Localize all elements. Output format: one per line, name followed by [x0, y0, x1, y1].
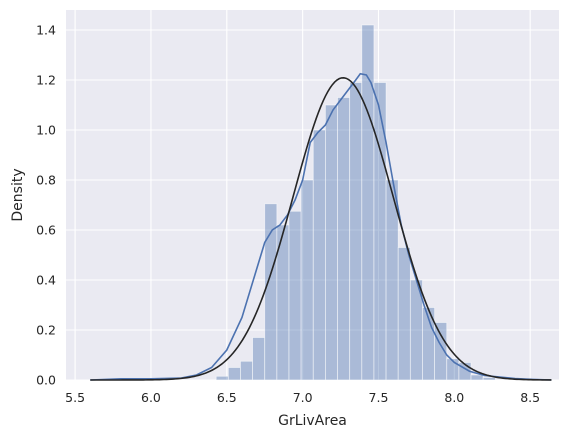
x-tick-label: 7.5 [369, 390, 389, 405]
y-tick-label: 1.4 [36, 23, 56, 38]
y-tick-label: 0.4 [36, 273, 56, 288]
histogram-bar [337, 97, 351, 381]
histogram-bar [470, 374, 484, 381]
y-tick-label: 1.2 [36, 73, 56, 88]
kde-curve [90, 72, 552, 381]
histogram-bar [312, 129, 326, 381]
x-tick-label: 8.0 [444, 390, 464, 405]
plot-background [66, 10, 559, 380]
histogram-bar [264, 203, 278, 381]
histogram-bar [288, 210, 302, 381]
histogram-bar [300, 179, 314, 381]
x-tick-labels: 5.5 6.0 6.5 7.0 7.5 8.0 8.5 [65, 390, 540, 405]
histogram-bar [349, 82, 363, 381]
histogram-bar [434, 322, 448, 381]
y-tick-label: 0.6 [36, 223, 56, 238]
histogram-bar [373, 82, 387, 381]
x-tick-label: 7.0 [293, 390, 313, 405]
x-tick-label: 8.5 [520, 390, 540, 405]
histogram-bar [240, 360, 253, 381]
histogram-bars [215, 24, 496, 381]
histogram-bar [215, 375, 229, 381]
y-tick-label: 0.2 [36, 323, 56, 338]
x-tick-label: 6.5 [217, 390, 237, 405]
x-tick-label: 6.0 [141, 390, 161, 405]
x-axis-label: GrLivArea [278, 413, 347, 429]
y-tick-labels: 0.0 0.2 0.4 0.6 0.8 1.0 1.2 1.4 [36, 23, 56, 388]
x-tick-label: 5.5 [65, 390, 85, 405]
histogram-bar [227, 367, 241, 381]
y-tick-label: 0.0 [36, 373, 56, 388]
normal-fit-curve [90, 77, 552, 381]
y-tick-label: 0.8 [36, 173, 56, 188]
histogram-bar [252, 337, 266, 381]
histogram-bar [482, 377, 496, 381]
histogram-bar [324, 104, 338, 381]
y-tick-label: 1.0 [36, 123, 56, 138]
histogram-bar [397, 247, 411, 381]
y-axis-label: Density [10, 168, 26, 221]
